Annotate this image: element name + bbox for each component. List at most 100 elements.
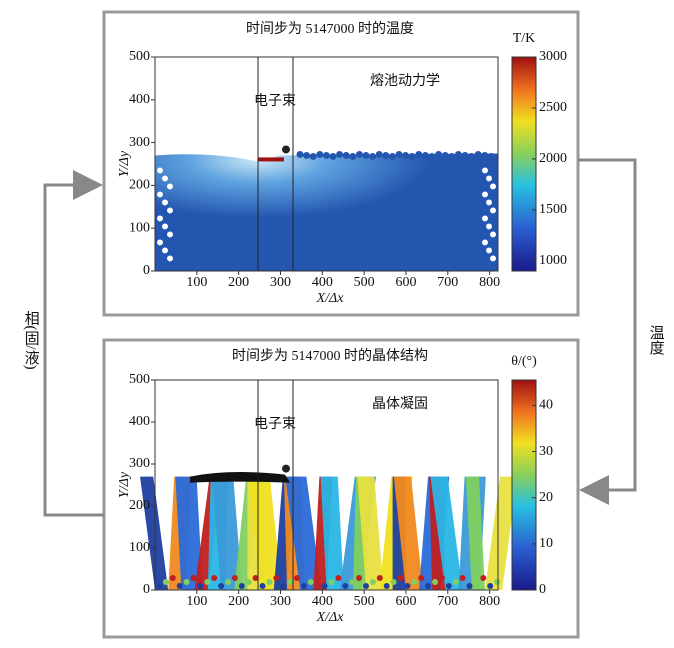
particle <box>266 579 273 585</box>
particle <box>303 151 311 159</box>
particle <box>376 575 383 581</box>
y-tick-label: 400 <box>129 92 150 107</box>
grain <box>485 476 518 590</box>
particle <box>404 583 411 589</box>
particle <box>383 583 390 589</box>
grain <box>320 476 344 590</box>
particle <box>415 150 423 158</box>
colorbar-tick-label: 1500 <box>539 202 567 217</box>
particle <box>388 152 396 160</box>
particle <box>487 152 495 160</box>
particle <box>321 583 328 589</box>
particle <box>390 579 397 585</box>
particle <box>328 579 335 585</box>
grain <box>393 476 423 590</box>
particle <box>402 151 410 159</box>
particle <box>382 151 390 159</box>
particle <box>169 575 176 581</box>
particle <box>183 579 190 585</box>
particle <box>204 579 211 585</box>
particle <box>474 150 482 158</box>
colorbar-tick-label: 0 <box>539 582 546 597</box>
particle <box>362 151 370 159</box>
particle <box>316 150 324 158</box>
x-tick-label: 700 <box>437 275 458 290</box>
panel-frame <box>102 338 580 639</box>
particle <box>448 152 456 160</box>
arrow-label: 相(固/液) <box>23 310 40 369</box>
grain <box>357 476 384 590</box>
void <box>162 247 168 254</box>
void <box>162 199 168 206</box>
particle <box>309 152 317 160</box>
void <box>490 183 496 190</box>
void <box>490 231 496 238</box>
void <box>486 175 492 182</box>
void <box>157 167 163 174</box>
void <box>482 215 488 222</box>
annotation: 晶体凝固 <box>372 396 428 412</box>
particle <box>445 583 452 589</box>
particle <box>369 579 376 585</box>
void <box>490 255 496 262</box>
y-tick-label: 300 <box>129 456 150 471</box>
x-tick-label: 700 <box>437 594 458 609</box>
particle <box>156 583 162 589</box>
particle <box>300 583 307 589</box>
particle <box>452 579 459 585</box>
particle <box>459 575 466 581</box>
colorbar-tick-label: 10 <box>539 536 553 551</box>
panel-frame <box>102 10 580 317</box>
void <box>486 199 492 206</box>
y-tick-label: 500 <box>129 372 150 387</box>
x-tick-label: 200 <box>228 275 249 290</box>
particle <box>259 583 266 589</box>
particle <box>441 151 449 159</box>
grain <box>248 476 282 590</box>
particle <box>349 579 356 585</box>
annotation: 熔池动力学 <box>370 73 440 89</box>
void <box>486 247 492 254</box>
x-tick-label: 200 <box>228 594 249 609</box>
x-tick-label: 400 <box>312 275 333 290</box>
y-axis-label: Y/Δy <box>117 150 132 177</box>
particle <box>473 579 480 585</box>
feedback-arrow <box>578 158 637 505</box>
void <box>482 239 488 246</box>
x-axis-label: X/Δx <box>316 610 345 625</box>
black-region <box>190 472 290 483</box>
x-tick-label: 300 <box>270 594 291 609</box>
y-tick-label: 0 <box>143 263 150 278</box>
particle <box>356 575 363 581</box>
particle <box>294 575 300 581</box>
particle <box>349 152 357 160</box>
particle <box>287 579 294 585</box>
beam-label: 电子束 <box>254 416 296 432</box>
x-tick-label: 100 <box>186 275 207 290</box>
particle <box>397 575 404 581</box>
colorbar-tick-label: 2000 <box>539 151 567 166</box>
y-tick-label: 200 <box>129 498 150 513</box>
colorbar-tick-label: 3000 <box>539 49 567 64</box>
particle <box>197 583 204 589</box>
melt-field <box>155 153 498 271</box>
beam-spot <box>282 145 290 154</box>
particle <box>342 583 349 589</box>
x-tick-label: 300 <box>270 275 291 290</box>
particle <box>218 583 225 589</box>
void <box>162 223 168 230</box>
colorbar <box>511 379 537 591</box>
x-tick-label: 500 <box>354 594 375 609</box>
x-tick-label: 600 <box>395 275 416 290</box>
particle <box>481 151 489 159</box>
void <box>482 191 488 198</box>
colorbar-label: θ/(°) <box>511 354 537 369</box>
panel-title: 时间步为 5147000 时的温度 <box>246 21 414 37</box>
colorbar-tick-label: 2500 <box>539 100 567 115</box>
particle <box>363 583 369 589</box>
particle <box>461 151 469 159</box>
particle <box>336 150 344 158</box>
y-tick-label: 300 <box>129 135 150 150</box>
particle <box>190 575 197 581</box>
